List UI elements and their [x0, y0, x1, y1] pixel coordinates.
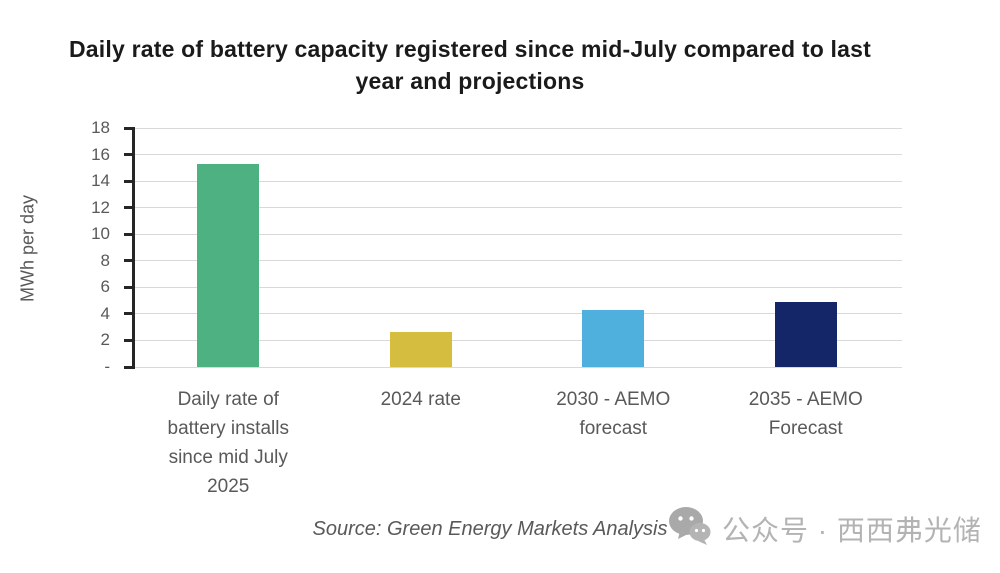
grid-line	[132, 286, 902, 288]
bar	[197, 163, 260, 367]
y-tick-mark	[124, 179, 132, 183]
y-axis-line	[132, 127, 135, 369]
y-tick-mark	[124, 285, 132, 289]
chart-title: Daily rate of battery capacity registere…	[69, 36, 871, 94]
y-tick-mark	[124, 312, 132, 316]
y-tick-mark	[124, 126, 132, 130]
y-tick-mark	[124, 365, 132, 369]
watermark: 公众号 · 西西弗光储	[666, 505, 982, 552]
y-tick-label: 8	[100, 250, 110, 270]
y-tick-label: 6	[100, 277, 110, 297]
y-tick-mark	[124, 153, 132, 157]
y-tick-label: 18	[91, 118, 110, 137]
bar	[582, 309, 645, 367]
y-tick-label: 4	[100, 303, 110, 323]
y-tick-mark	[124, 232, 132, 236]
x-category-label: 2024 rate	[380, 389, 461, 410]
grid-line	[132, 313, 902, 315]
y-tick-mark	[124, 206, 132, 210]
grid-line	[132, 260, 902, 262]
x-category-label: 2030 - AEMO forecast	[556, 389, 671, 439]
grid-line	[132, 366, 902, 368]
y-tick-label: -	[104, 357, 110, 376]
source-note: Source: Green Energy Markets Analysis	[312, 518, 668, 540]
watermark-text: 公众号 · 西西弗光储	[722, 514, 982, 546]
grid-line	[132, 180, 902, 182]
grid-line	[132, 339, 902, 341]
y-tick-label: 16	[91, 144, 110, 164]
plot-area	[132, 127, 902, 368]
bar	[389, 332, 452, 367]
y-tick-label: 10	[91, 224, 110, 244]
x-category-label: 2035 - AEMO Forecast	[748, 389, 863, 439]
y-axis-title: MWh per day	[17, 194, 38, 303]
grid-line	[132, 233, 902, 235]
grid-line	[132, 127, 902, 129]
y-tick-mark	[124, 338, 132, 342]
grid-line	[132, 207, 902, 209]
y-tick-mark	[124, 259, 132, 263]
x-category-label: Daily rate of battery installs since mid…	[167, 389, 289, 497]
wechat-icon	[666, 505, 712, 552]
grid-line	[132, 154, 902, 156]
bar	[774, 301, 837, 367]
y-tick-label: 12	[91, 197, 110, 217]
y-tick-label: 2	[100, 330, 110, 350]
y-tick-label: 14	[91, 171, 110, 191]
